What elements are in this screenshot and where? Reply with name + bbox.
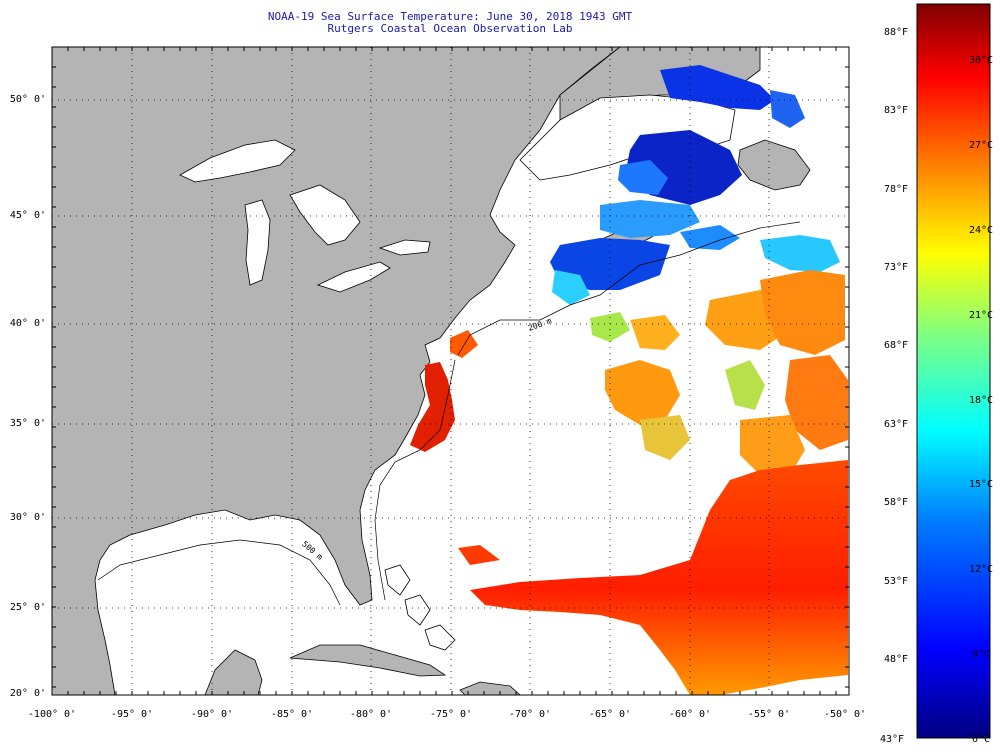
colorbar-c-12: 12°C bbox=[969, 564, 994, 575]
colorbar bbox=[916, 3, 991, 739]
sst-cold-water bbox=[550, 65, 840, 305]
colorbar-c-21: 21°C bbox=[969, 310, 994, 321]
colorbar-f-88: 88°F bbox=[884, 27, 909, 38]
colorbar-c-18: 18°C bbox=[969, 395, 994, 406]
land-cuba bbox=[289, 644, 447, 677]
lon-label-55: -55° 0' bbox=[747, 709, 791, 720]
lon-label-100: -100° 0' bbox=[27, 709, 77, 720]
lat-label-40: 40° 0' bbox=[9, 318, 46, 329]
lon-label-50: -50° 0' bbox=[823, 709, 867, 720]
colorbar-f-63: 63°F bbox=[884, 419, 909, 430]
bahamas-outline bbox=[384, 564, 456, 651]
lake-superior bbox=[179, 139, 296, 183]
colorbar-f-73: 73°F bbox=[884, 262, 909, 273]
colorbar-f-78: 78°F bbox=[884, 184, 909, 195]
lake-huron bbox=[289, 184, 361, 246]
lat-label-50: 50° 0' bbox=[9, 94, 46, 105]
colorbar-c-24: 24°C bbox=[969, 225, 994, 236]
lon-label-60: -60° 0' bbox=[668, 709, 712, 720]
colorbar-c-30: 30°C bbox=[969, 55, 994, 66]
sst-tropical-band bbox=[458, 545, 500, 565]
lon-label-75: -75° 0' bbox=[429, 709, 473, 720]
map-frame bbox=[51, 46, 850, 696]
isobath-gulf bbox=[97, 539, 341, 606]
isobath-200m-south bbox=[374, 359, 456, 601]
map-title: NOAA-19 Sea Surface Temperature: June 30… bbox=[267, 10, 633, 23]
sst-coastal-warm bbox=[410, 330, 478, 452]
colorbar-f-48: 48°F bbox=[884, 654, 909, 665]
colorbar-f-83: 83°F bbox=[884, 105, 909, 116]
lon-label-65: -65° 0' bbox=[588, 709, 632, 720]
gulf-st-lawrence bbox=[519, 94, 736, 181]
lat-label-35: 35° 0' bbox=[9, 418, 46, 429]
sst-mid-latitude bbox=[590, 270, 848, 475]
land-north-america bbox=[51, 46, 622, 696]
land-newfoundland bbox=[737, 139, 811, 191]
lat-label-45: 45° 0' bbox=[9, 210, 46, 221]
sst-tropical-warm bbox=[470, 460, 848, 695]
lake-michigan bbox=[244, 199, 271, 286]
colorbar-c-15: 15°C bbox=[969, 479, 994, 490]
colorbar-c-6: 6°C bbox=[972, 734, 991, 745]
lon-label-90: -90° 0' bbox=[190, 709, 234, 720]
lon-label-70: -70° 0' bbox=[508, 709, 552, 720]
lat-label-30: 30° 0' bbox=[9, 512, 46, 523]
lake-erie bbox=[316, 261, 391, 293]
frame-ticks bbox=[51, 46, 849, 695]
lon-label-80: -80° 0' bbox=[349, 709, 393, 720]
colorbar-f-68: 68°F bbox=[884, 340, 909, 351]
lake-ontario bbox=[378, 239, 431, 256]
lon-label-95: -95° 0' bbox=[110, 709, 154, 720]
lat-label-25: 25° 0' bbox=[9, 602, 46, 613]
graticule bbox=[52, 47, 849, 695]
land-hispaniola bbox=[459, 681, 522, 696]
colorbar-f-53: 53°F bbox=[884, 576, 909, 587]
colorbar-c-9: 9°C bbox=[972, 649, 991, 660]
colorbar-f-58: 58°F bbox=[884, 497, 909, 508]
lon-label-85: -85° 0' bbox=[270, 709, 314, 720]
colorbar-f-43: 43°F bbox=[880, 734, 905, 745]
map-subtitle: Rutgers Coastal Ocean Observation Lab bbox=[327, 22, 573, 35]
isobath-200m bbox=[457, 221, 801, 356]
lat-label-20: 20° 0' bbox=[9, 688, 46, 699]
colorbar-c-27: 27°C bbox=[969, 140, 994, 151]
